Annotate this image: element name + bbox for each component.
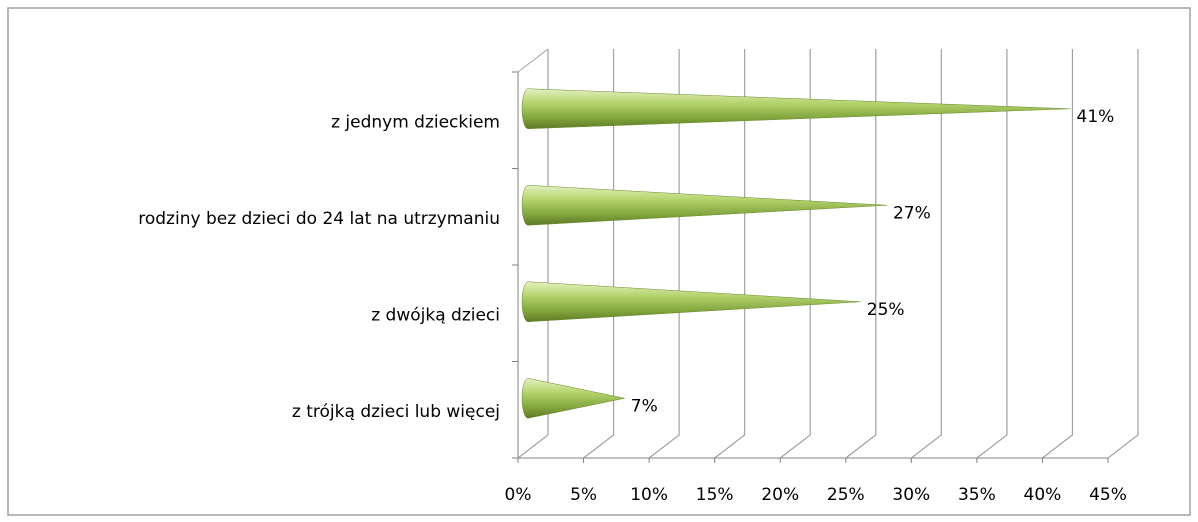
grid-line xyxy=(517,49,549,459)
x-tick-label: 10% xyxy=(630,485,668,505)
x-tick-label: 40% xyxy=(1024,485,1062,505)
left-axis-top xyxy=(517,48,549,73)
cone xyxy=(521,184,888,226)
grid-line xyxy=(714,49,746,459)
x-tick-label: 45% xyxy=(1089,485,1127,505)
grid-line xyxy=(910,49,942,459)
y-tick-label: rodziny bez dzieci do 24 lat na utrzyman… xyxy=(138,209,500,229)
cone xyxy=(521,377,625,419)
y-tick-label: z jednym dzieckiem xyxy=(331,112,500,132)
grid-line xyxy=(1042,49,1074,459)
value-label: 41% xyxy=(1077,107,1115,127)
y-tick-label: z trójką dzieci lub więcej xyxy=(292,402,500,422)
chart-frame xyxy=(7,7,1191,516)
value-label: 27% xyxy=(893,203,931,223)
y-tick-label: z dwójką dzieci xyxy=(371,305,500,325)
grid-line xyxy=(976,49,1008,459)
value-label: 25% xyxy=(867,300,905,320)
grid-line xyxy=(583,49,615,459)
cone xyxy=(521,88,1071,130)
x-tick-label: 0% xyxy=(505,485,532,505)
x-tick-label: 25% xyxy=(827,485,865,505)
grid-line xyxy=(779,49,811,459)
grid-line xyxy=(1107,49,1139,459)
x-tick-label: 20% xyxy=(761,485,799,505)
x-tick-label: 30% xyxy=(892,485,930,505)
grid-line xyxy=(845,49,877,459)
value-label: 7% xyxy=(631,396,658,416)
x-tick-label: 15% xyxy=(696,485,734,505)
grid-line xyxy=(648,49,680,459)
cone xyxy=(521,281,861,323)
x-tick-label: 35% xyxy=(958,485,996,505)
x-tick-label: 5% xyxy=(570,485,597,505)
